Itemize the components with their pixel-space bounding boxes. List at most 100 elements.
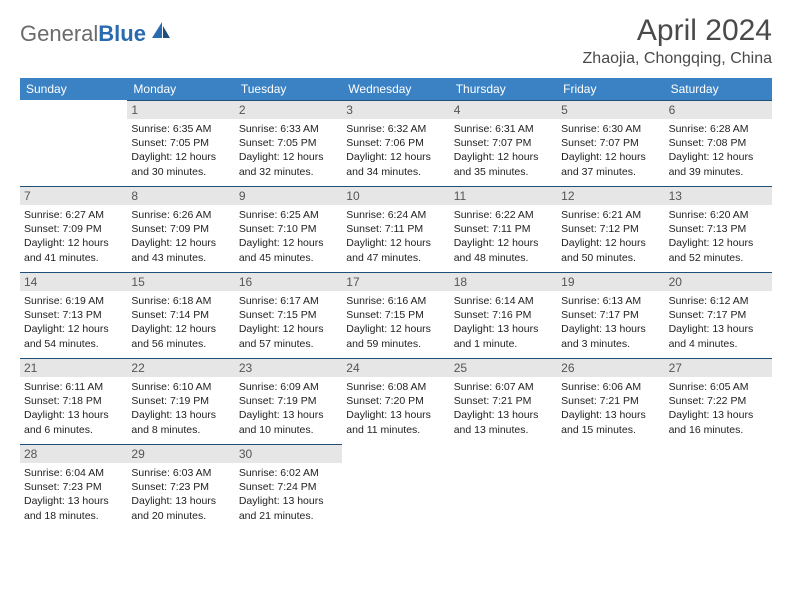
day-line: and 32 minutes. [239, 165, 338, 179]
day-cell: 5 Sunrise: 6:30 AMSunset: 7:07 PMDaylight… [557, 100, 664, 186]
dow-header: Wednesday [342, 78, 449, 100]
day-line: Sunrise: 6:25 AM [239, 208, 338, 222]
day-cell: 4Sunrise: 6:31 AMSunset: 7:07 PMDaylight… [450, 100, 557, 186]
day-line: and 57 minutes. [239, 337, 338, 351]
day-line: Sunset: 7:09 PM [24, 222, 123, 236]
day-line: Daylight: 12 hours [239, 150, 338, 164]
day-cell [342, 444, 449, 530]
day-line: and 16 minutes. [669, 423, 768, 437]
day-line: and 20 minutes. [131, 509, 230, 523]
day-cell [665, 444, 772, 530]
day-line: Sunrise: 6:20 AM [669, 208, 768, 222]
day-details: Sunrise: 6:19 AMSunset: 7:13 PMDaylight:… [24, 294, 123, 351]
title-block: April 2024 Zhaojia, Chongqing, China [583, 14, 772, 68]
day-line: and 59 minutes. [346, 337, 445, 351]
day-cell: 19Sunrise: 6:13 AMSunset: 7:17 PMDayligh… [557, 272, 664, 358]
day-line: Sunrise: 6:16 AM [346, 294, 445, 308]
day-line: and 50 minutes. [561, 251, 660, 265]
day-line: Sunset: 7:22 PM [669, 394, 768, 408]
day-details: Sunrise: 6:24 AMSunset: 7:11 PMDaylight:… [346, 208, 445, 265]
day-cell: 13Sunrise: 6:20 AMSunset: 7:13 PMDayligh… [665, 186, 772, 272]
day-line: Sunrise: 6:09 AM [239, 380, 338, 394]
dow-header: Saturday [665, 78, 772, 100]
location-text: Zhaojia, Chongqing, China [583, 50, 772, 68]
day-number: 10 [342, 186, 449, 205]
day-line: Sunrise: 6:13 AM [561, 294, 660, 308]
day-number: 25 [450, 358, 557, 377]
day-cell: 10 Sunrise: 6:24 AMSunset: 7:11 PMDayligh… [342, 186, 449, 272]
day-cell: 9Sunrise: 6:25 AMSunset: 7:10 PMDaylight… [235, 186, 342, 272]
day-line: and 39 minutes. [669, 165, 768, 179]
dow-header: Monday [127, 78, 234, 100]
day-line: Daylight: 13 hours [454, 322, 553, 336]
day-line: Sunrise: 6:21 AM [561, 208, 660, 222]
day-details: Sunrise: 6:07 AMSunset: 7:21 PMDaylight:… [454, 380, 553, 437]
day-line: Sunset: 7:15 PM [239, 308, 338, 322]
day-details: Sunrise: 6:30 AMSunset: 7:07 PMDaylight:… [561, 122, 660, 179]
day-number: 23 [235, 358, 342, 377]
day-details: Sunrise: 6:14 AMSunset: 7:16 PMDaylight:… [454, 294, 553, 351]
day-line: and 3 minutes. [561, 337, 660, 351]
day-line: and 45 minutes. [239, 251, 338, 265]
day-details: Sunrise: 6:13 AMSunset: 7:17 PMDaylight:… [561, 294, 660, 351]
day-number: 20 [665, 272, 772, 291]
day-line: Daylight: 13 hours [669, 322, 768, 336]
day-number: 5 [557, 100, 664, 119]
day-line: Sunset: 7:21 PM [454, 394, 553, 408]
week-row: 7Sunrise: 6:27 AMSunset: 7:09 PMDaylight… [20, 186, 772, 272]
day-line: Sunrise: 6:27 AM [24, 208, 123, 222]
day-line: and 56 minutes. [131, 337, 230, 351]
day-line: Sunset: 7:17 PM [669, 308, 768, 322]
day-details: Sunrise: 6:20 AMSunset: 7:13 PMDaylight:… [669, 208, 768, 265]
day-cell: 27Sunrise: 6:05 AMSunset: 7:22 PMDayligh… [665, 358, 772, 444]
logo: GeneralBlue [20, 14, 172, 47]
day-line: Daylight: 13 hours [24, 494, 123, 508]
day-line: Sunrise: 6:18 AM [131, 294, 230, 308]
day-cell: 26Sunrise: 6:06 AMSunset: 7:21 PMDayligh… [557, 358, 664, 444]
week-row: 21Sunrise: 6:11 AMSunset: 7:18 PMDayligh… [20, 358, 772, 444]
day-line: and 13 minutes. [454, 423, 553, 437]
day-line: Sunrise: 6:26 AM [131, 208, 230, 222]
day-line: Sunrise: 6:35 AM [131, 122, 230, 136]
week-row: 1Sunrise: 6:35 AMSunset: 7:05 PMDaylight… [20, 100, 772, 186]
day-line: Sunset: 7:13 PM [669, 222, 768, 236]
day-line: Daylight: 12 hours [346, 150, 445, 164]
day-details: Sunrise: 6:32 AMSunset: 7:06 PMDaylight:… [346, 122, 445, 179]
day-cell: 14Sunrise: 6:19 AMSunset: 7:13 PMDayligh… [20, 272, 127, 358]
day-details: Sunrise: 6:21 AMSunset: 7:12 PMDaylight:… [561, 208, 660, 265]
day-line: Daylight: 13 hours [131, 494, 230, 508]
day-line: Sunset: 7:10 PM [239, 222, 338, 236]
sail-icon [150, 20, 172, 47]
day-details: Sunrise: 6:04 AMSunset: 7:23 PMDaylight:… [24, 466, 123, 523]
day-number: 4 [450, 100, 557, 119]
day-details: Sunrise: 6:06 AMSunset: 7:21 PMDaylight:… [561, 380, 660, 437]
day-number: 28 [20, 444, 127, 463]
day-line: and 54 minutes. [24, 337, 123, 351]
calendar: SundayMondayTuesdayWednesdayThursdayFrid… [20, 78, 772, 530]
day-line: Sunrise: 6:31 AM [454, 122, 553, 136]
day-line: Sunset: 7:05 PM [239, 136, 338, 150]
day-cell: 8Sunrise: 6:26 AMSunset: 7:09 PMDaylight… [127, 186, 234, 272]
day-details: Sunrise: 6:16 AMSunset: 7:15 PMDaylight:… [346, 294, 445, 351]
day-details: Sunrise: 6:03 AMSunset: 7:23 PMDaylight:… [131, 466, 230, 523]
day-cell: 6Sunrise: 6:28 AMSunset: 7:08 PMDaylight… [665, 100, 772, 186]
day-details: Sunrise: 6:17 AMSunset: 7:15 PMDaylight:… [239, 294, 338, 351]
day-line: Sunset: 7:18 PM [24, 394, 123, 408]
day-line: Sunset: 7:24 PM [239, 480, 338, 494]
day-line: Daylight: 12 hours [239, 322, 338, 336]
day-cell: 1Sunrise: 6:35 AMSunset: 7:05 PMDaylight… [127, 100, 234, 186]
day-line: and 4 minutes. [669, 337, 768, 351]
day-line: Daylight: 12 hours [561, 236, 660, 250]
day-line: Sunset: 7:23 PM [131, 480, 230, 494]
day-cell: 2Sunrise: 6:33 AMSunset: 7:05 PMDaylight… [235, 100, 342, 186]
day-line: Sunset: 7:17 PM [561, 308, 660, 322]
day-number: 1 [127, 100, 234, 119]
day-line: Sunrise: 6:22 AM [454, 208, 553, 222]
day-cell: 24Sunrise: 6:08 AMSunset: 7:20 PMDayligh… [342, 358, 449, 444]
week-row: 14Sunrise: 6:19 AMSunset: 7:13 PMDayligh… [20, 272, 772, 358]
day-number: 2 [235, 100, 342, 119]
dow-header: Thursday [450, 78, 557, 100]
day-cell: 17Sunrise: 6:16 AMSunset: 7:15 PMDayligh… [342, 272, 449, 358]
day-line: Daylight: 12 hours [239, 236, 338, 250]
day-line: Sunset: 7:14 PM [131, 308, 230, 322]
